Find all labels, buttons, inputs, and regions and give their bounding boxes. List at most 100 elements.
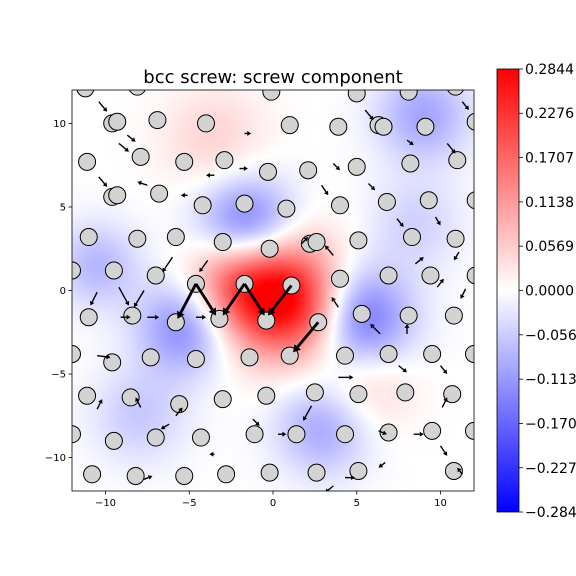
atom: [379, 344, 398, 363]
displacement-arrow: [364, 109, 374, 121]
displacement-arrow: [278, 431, 287, 437]
chart-title: bcc screw: screw component: [143, 67, 402, 88]
atom: [336, 346, 355, 365]
y-axis: 10 5 0 −5 −10: [45, 119, 72, 464]
atom: [108, 112, 127, 131]
arrows-layer: [90, 101, 469, 491]
atom: [262, 90, 281, 101]
displacement-arrow: [457, 467, 463, 475]
displacement-arrow: [239, 166, 248, 171]
displacement-arrow: [439, 365, 448, 375]
atom: [377, 192, 396, 211]
displacement-arrow: [177, 283, 198, 319]
x-tick-label: 0: [270, 498, 276, 509]
displacement-arrow: [98, 101, 108, 112]
displacement-arrow: [439, 445, 448, 456]
atom: [379, 423, 398, 442]
atom: [175, 152, 194, 171]
displacement-arrow: [300, 237, 309, 245]
atom: [399, 306, 418, 325]
atom: [466, 112, 474, 131]
atom: [72, 261, 81, 280]
atom: [423, 344, 442, 363]
colorbar-tick-label: 0.1707: [525, 151, 574, 167]
displacement-arrow: [461, 101, 469, 111]
displacement-arrow: [453, 251, 460, 261]
atom: [421, 266, 440, 285]
displacement-arrow: [222, 283, 246, 316]
atom: [287, 425, 306, 444]
atom: [466, 266, 474, 285]
atom: [419, 191, 438, 210]
atom: [331, 269, 349, 288]
displacement-arrow: [345, 475, 356, 481]
displacement-arrow: [162, 256, 174, 273]
atom: [401, 154, 420, 173]
atom: [331, 196, 349, 215]
displacement-arrow: [143, 475, 153, 480]
colorbar-tick-label: 0.0000: [525, 284, 574, 300]
displacement-arrow: [378, 462, 386, 468]
atom: [403, 228, 422, 247]
displacement-arrow: [135, 397, 142, 408]
displacement-arrow: [126, 134, 136, 142]
atom: [128, 90, 146, 96]
atom: [416, 117, 435, 136]
colorbar-tick-label: 0.0569: [525, 239, 574, 255]
colorbar-tick-label: −0.1138: [525, 372, 576, 388]
atom: [150, 184, 169, 203]
y-tick-label: 5: [60, 202, 66, 213]
displacement-arrow: [96, 399, 103, 410]
atom: [465, 421, 474, 440]
displacement-arrow: [244, 131, 252, 136]
atom: [78, 152, 97, 171]
atom: [128, 229, 147, 248]
displacement-arrow: [98, 176, 108, 187]
displacement-arrow: [120, 314, 131, 320]
displacement-arrow: [436, 278, 444, 288]
displacement-arrow: [133, 290, 145, 308]
atom: [307, 233, 326, 252]
colorbar-tick-label: −0.1707: [525, 416, 576, 432]
colorbar-tick-label: 0.1138: [525, 195, 574, 211]
colorbar-ticks: 0.2844 0.2276 0.1707 0.1138 0.0569 0.0000 −0.0…: [519, 62, 576, 521]
atom: [193, 196, 212, 215]
atom: [260, 463, 279, 482]
displacement-arrow: [446, 143, 456, 154]
atom: [423, 421, 442, 440]
atom: [329, 117, 348, 136]
atom: [257, 311, 276, 330]
displacement-arrow: [331, 297, 339, 308]
colorbar-gradient: [496, 68, 520, 513]
x-tick-label: −10: [95, 498, 116, 509]
atom: [307, 463, 326, 482]
displacement-arrow: [370, 323, 381, 335]
displacement-arrow: [293, 321, 320, 353]
displacement-arrow: [413, 431, 424, 437]
plot-area: [71, 89, 475, 492]
atom: [444, 306, 463, 325]
x-axis: −10 −5 0 5 10: [95, 491, 447, 509]
atom: [108, 186, 127, 205]
displacement-arrow: [199, 260, 209, 273]
displacement-arrow: [378, 430, 387, 435]
atom: [79, 228, 98, 247]
atom: [352, 304, 371, 323]
atom: [79, 308, 98, 327]
atom: [213, 233, 232, 252]
atom: [347, 157, 366, 176]
atom: [78, 386, 97, 405]
colorbar-tick-label: −0.2844: [525, 505, 576, 521]
atom: [465, 344, 474, 363]
atom: [146, 428, 165, 447]
atom: [72, 344, 81, 363]
atom: [379, 266, 398, 285]
atom: [396, 383, 415, 402]
colorbar-tick-label: 0.2844: [525, 62, 574, 78]
atom: [170, 395, 189, 414]
displacement-arrow: [195, 314, 206, 320]
atom: [126, 466, 145, 485]
displacement-arrow: [252, 418, 260, 426]
atom: [191, 428, 210, 447]
